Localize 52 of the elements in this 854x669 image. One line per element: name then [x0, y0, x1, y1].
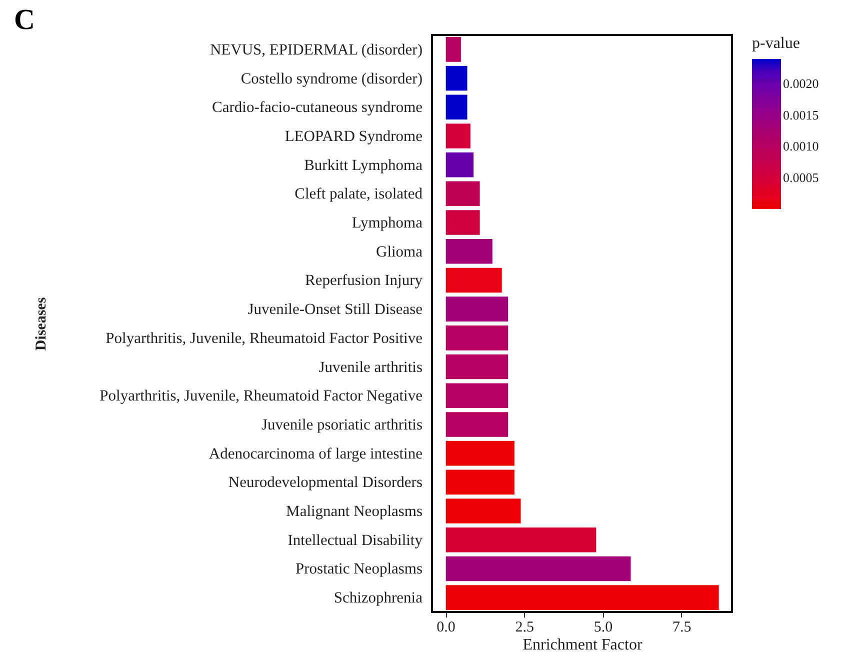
color-bar-label: 0.0015: [783, 107, 819, 122]
y-tick-label: Malignant Neoplasms: [286, 503, 422, 520]
bar: [445, 94, 468, 120]
text: C: [14, 4, 35, 36]
bar: [445, 324, 509, 351]
y-axis-title: Diseases: [34, 297, 50, 351]
bar: [445, 180, 480, 207]
bar: [445, 296, 509, 322]
y-tick-label: Glioma: [376, 243, 423, 260]
bar: [445, 210, 480, 236]
y-tick-label: Lymphoma: [352, 214, 423, 232]
bar: [445, 267, 502, 294]
y-tick-label: Adenocarcinoma of large intestine: [208, 445, 423, 462]
bar: [445, 584, 720, 611]
bar: [445, 152, 474, 178]
x-tick-label: 5.0: [594, 620, 613, 636]
color-bar-label: 0.0005: [783, 170, 819, 185]
y-tick-label: NEVUS, EPIDERMAL (disorder): [210, 41, 422, 58]
bar: [445, 382, 509, 409]
y-tick-label: Juvenile-Onset Still Disease: [248, 301, 423, 318]
y-tick-label: Reperfusion Injury: [304, 272, 423, 290]
x-tick-label: 7.5: [672, 620, 692, 636]
y-tick-label: Polyarthritis, Juvenile, Rheumatoid Factor Negative: [100, 388, 423, 405]
bar: [445, 65, 468, 92]
bar: [445, 526, 597, 553]
y-tick-label: Schizophrenia: [334, 590, 423, 607]
bar: [445, 498, 522, 524]
bar: [445, 440, 516, 466]
x-tick-label: 2.5: [515, 620, 534, 636]
bar: [445, 469, 516, 496]
y-tick-label: Prostatic Neoplasms: [296, 560, 422, 578]
y-tick-label: Intellectual Disability: [288, 532, 423, 549]
y-tick-label: Cleft palate, isolated: [294, 186, 423, 203]
x-axis-title: Enrichment Factor: [522, 636, 643, 654]
bar: [445, 238, 493, 264]
bar: [445, 122, 471, 149]
y-tick-label: Juvenile psoriatic arthritis: [262, 416, 422, 434]
legend-title: p-value: [752, 35, 800, 52]
y-tick-label: LEOPARD Syndrome: [284, 128, 423, 145]
bar: [445, 556, 632, 582]
y-tick-label: Polyarthritis, Juvenile, Rheumatoid Factor Positive: [106, 330, 423, 347]
color-bar-label: 0.0010: [783, 138, 819, 154]
x-tick-label: 0.0: [436, 620, 456, 636]
y-tick-label: Neurodevelopmental Disorders: [228, 474, 422, 492]
y-tick-label: Costello syndrome (disorder): [240, 70, 422, 88]
bar: [445, 411, 509, 438]
y-tick-label: Juvenile arthritis: [318, 358, 422, 376]
bar: [445, 36, 462, 62]
bar: [445, 354, 509, 380]
y-tick-label: Cardio-facio-cutaneous syndrome: [212, 99, 423, 116]
color-bar-label: 0.0020: [783, 76, 819, 91]
y-tick-label: Burkitt Lymphoma: [304, 156, 423, 174]
